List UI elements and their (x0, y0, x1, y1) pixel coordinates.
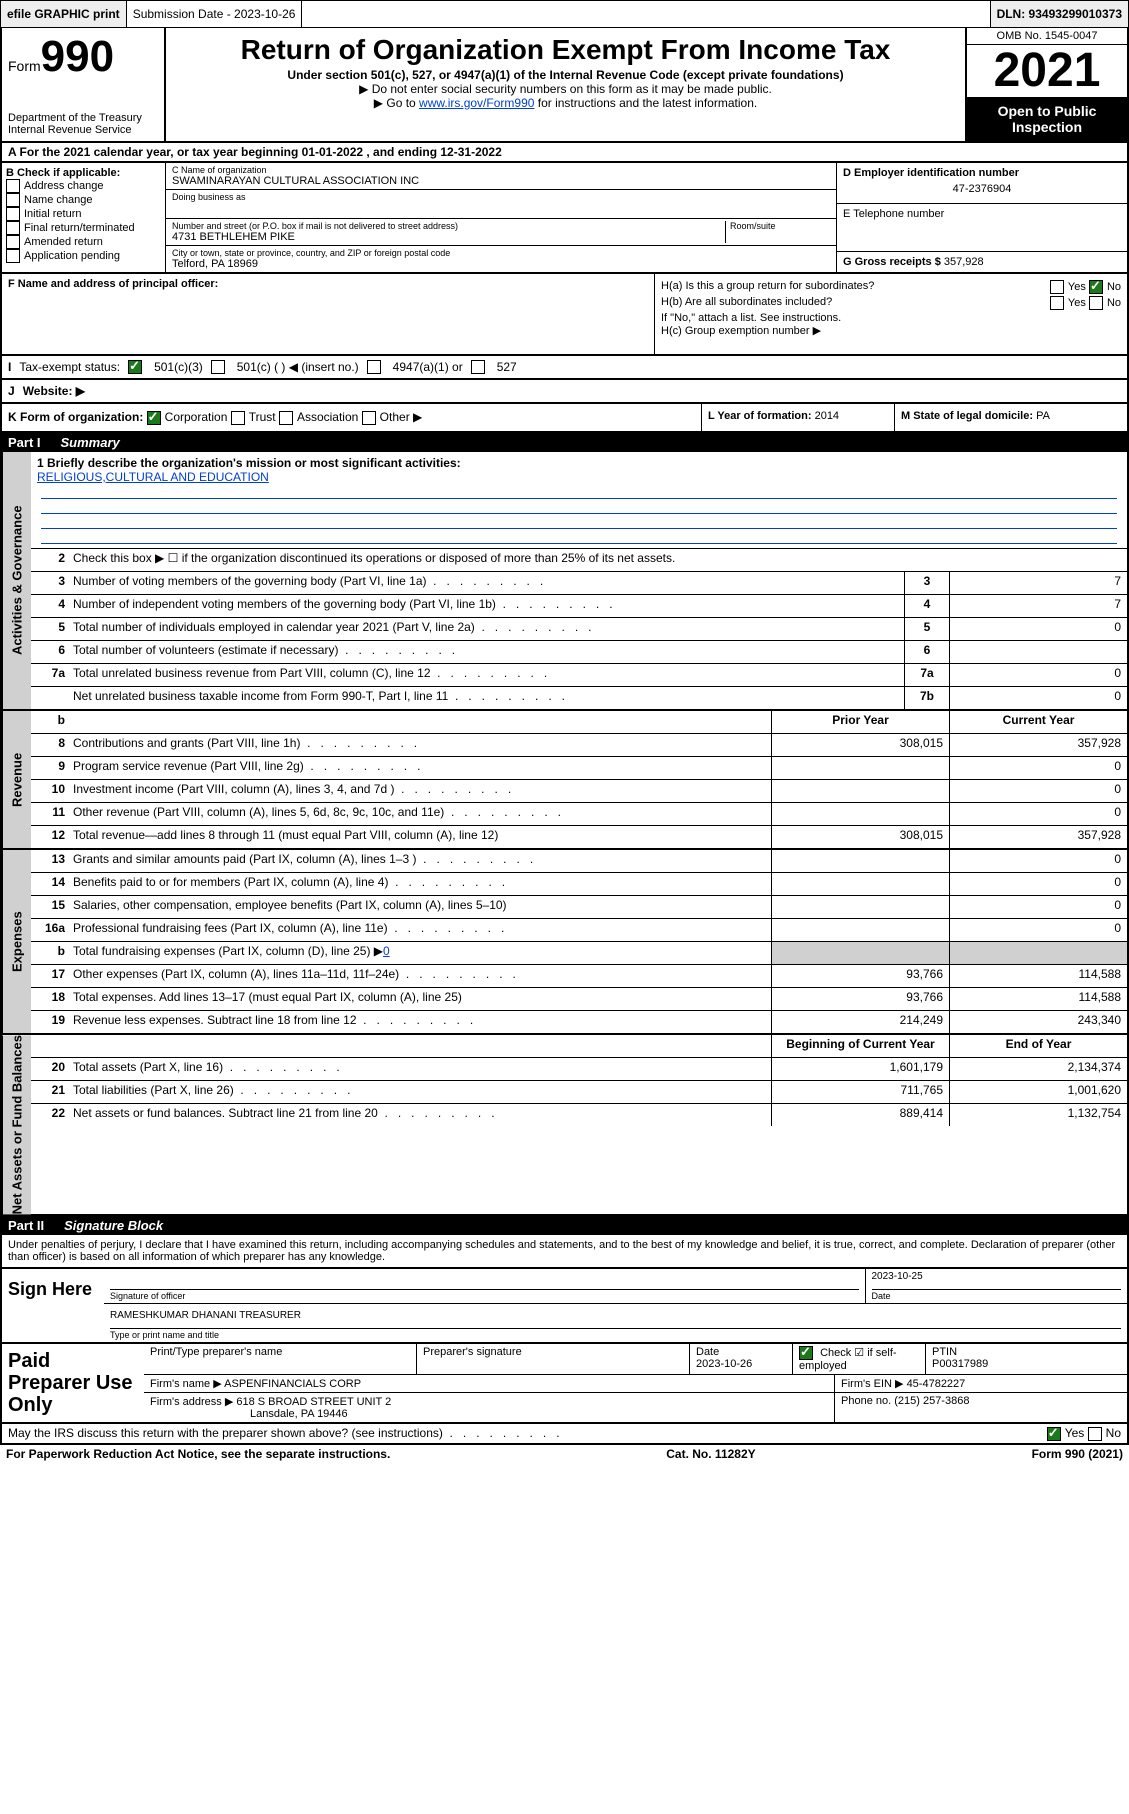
year-formation: 2014 (815, 410, 839, 422)
firm-ein: 45-4782227 (907, 1378, 966, 1390)
sign-block: Sign Here Signature of officer 2023-10-2… (0, 1269, 1129, 1344)
sign-here-label: Sign Here (2, 1269, 104, 1342)
section-governance: Activities & Governance 1 Briefly descri… (0, 452, 1129, 711)
box-c: C Name of organization SWAMINARAYAN CULT… (166, 163, 836, 272)
signature-intro: Under penalties of perjury, I declare th… (0, 1235, 1129, 1269)
open-public: Open to Public Inspection (967, 97, 1127, 141)
efile-label: efile GRAPHIC print (1, 1, 127, 27)
vlabel-exp: Expenses (2, 850, 31, 1033)
irs-label: Internal Revenue Service (8, 124, 158, 136)
top-bar: efile GRAPHIC print Submission Date - 20… (0, 0, 1129, 28)
discuss-row: May the IRS discuss this return with the… (0, 1424, 1129, 1445)
block-bcdeg: B Check if applicable: Address change Na… (0, 163, 1129, 274)
last-row: For Paperwork Reduction Act Notice, see … (0, 1445, 1129, 1463)
box-f: F Name and address of principal officer: (2, 274, 655, 354)
section-expenses: Expenses 13Grants and similar amounts pa… (0, 850, 1129, 1035)
block-fh: F Name and address of principal officer:… (0, 274, 1129, 356)
row-i: I Tax-exempt status: 501(c)(3) 501(c) ( … (0, 356, 1129, 380)
box-deg: D Employer identification number 47-2376… (836, 163, 1127, 272)
header-left: Form990 Department of the Treasury Inter… (2, 28, 166, 141)
note-2: ▶ Go to www.irs.gov/Form990 for instruct… (174, 96, 957, 110)
submission-date: Submission Date - 2023-10-26 (127, 1, 303, 27)
dln-label: DLN: 93493299010373 (991, 1, 1128, 27)
form-990-label: Form990 (8, 32, 158, 82)
ptin: P00317989 (932, 1358, 988, 1370)
note-1: ▶ Do not enter social security numbers o… (174, 82, 957, 96)
org-city: Telford, PA 18969 (172, 258, 830, 270)
dept-label: Department of the Treasury (8, 112, 158, 124)
form-header: Form990 Department of the Treasury Inter… (0, 28, 1129, 143)
tax-year: 2021 (967, 45, 1127, 97)
topbar-spacer (302, 1, 990, 27)
form-subtitle: Under section 501(c), 527, or 4947(a)(1)… (174, 68, 957, 82)
header-right: OMB No. 1545-0047 2021 Open to Public In… (965, 28, 1127, 141)
preparer-block: Paid Preparer Use Only Print/Type prepar… (0, 1344, 1129, 1424)
firm-name: ASPENFINANCIALS CORP (224, 1378, 361, 1390)
section-netassets: Net Assets or Fund Balances Beginning of… (0, 1035, 1129, 1216)
preparer-label: Paid Preparer Use Only (2, 1344, 144, 1422)
org-address: 4731 BETHLEHEM PIKE (172, 231, 725, 243)
box-b: B Check if applicable: Address change Na… (2, 163, 166, 272)
org-name: SWAMINARAYAN CULTURAL ASSOCIATION INC (172, 175, 830, 187)
header-mid: Return of Organization Exempt From Incom… (166, 28, 965, 141)
part2-header: Part II Signature Block (0, 1216, 1129, 1235)
ein: 47-2376904 (843, 179, 1121, 199)
box-h: H(a) Is this a group return for subordin… (655, 274, 1127, 354)
officer-name: RAMESHKUMAR DHANANI TREASURER (110, 1306, 1121, 1328)
sign-date: 2023-10-25 (872, 1271, 1122, 1289)
irs-link[interactable]: www.irs.gov/Form990 (419, 96, 534, 110)
vlabel-rev: Revenue (2, 711, 31, 848)
form-title: Return of Organization Exempt From Incom… (174, 34, 957, 66)
gross-receipts: 357,928 (944, 256, 984, 268)
part1-header: Part I Summary (0, 433, 1129, 452)
mission-text[interactable]: RELIGIOUS,CULTURAL AND EDUCATION (37, 470, 269, 484)
vlabel-net: Net Assets or Fund Balances (2, 1035, 31, 1214)
row-j: J Website: ▶ (0, 380, 1129, 404)
section-revenue: Revenue bPrior YearCurrent Year 8Contrib… (0, 711, 1129, 850)
firm-phone: (215) 257-3868 (894, 1395, 969, 1407)
vlabel-gov: Activities & Governance (2, 452, 31, 709)
row-klm: K Form of organization: Corporation Trus… (0, 404, 1129, 433)
state-domicile: PA (1036, 410, 1050, 422)
fundraising-link[interactable]: 0 (383, 944, 390, 958)
row-a: A For the 2021 calendar year, or tax yea… (0, 143, 1129, 163)
omb-number: OMB No. 1545-0047 (967, 28, 1127, 45)
